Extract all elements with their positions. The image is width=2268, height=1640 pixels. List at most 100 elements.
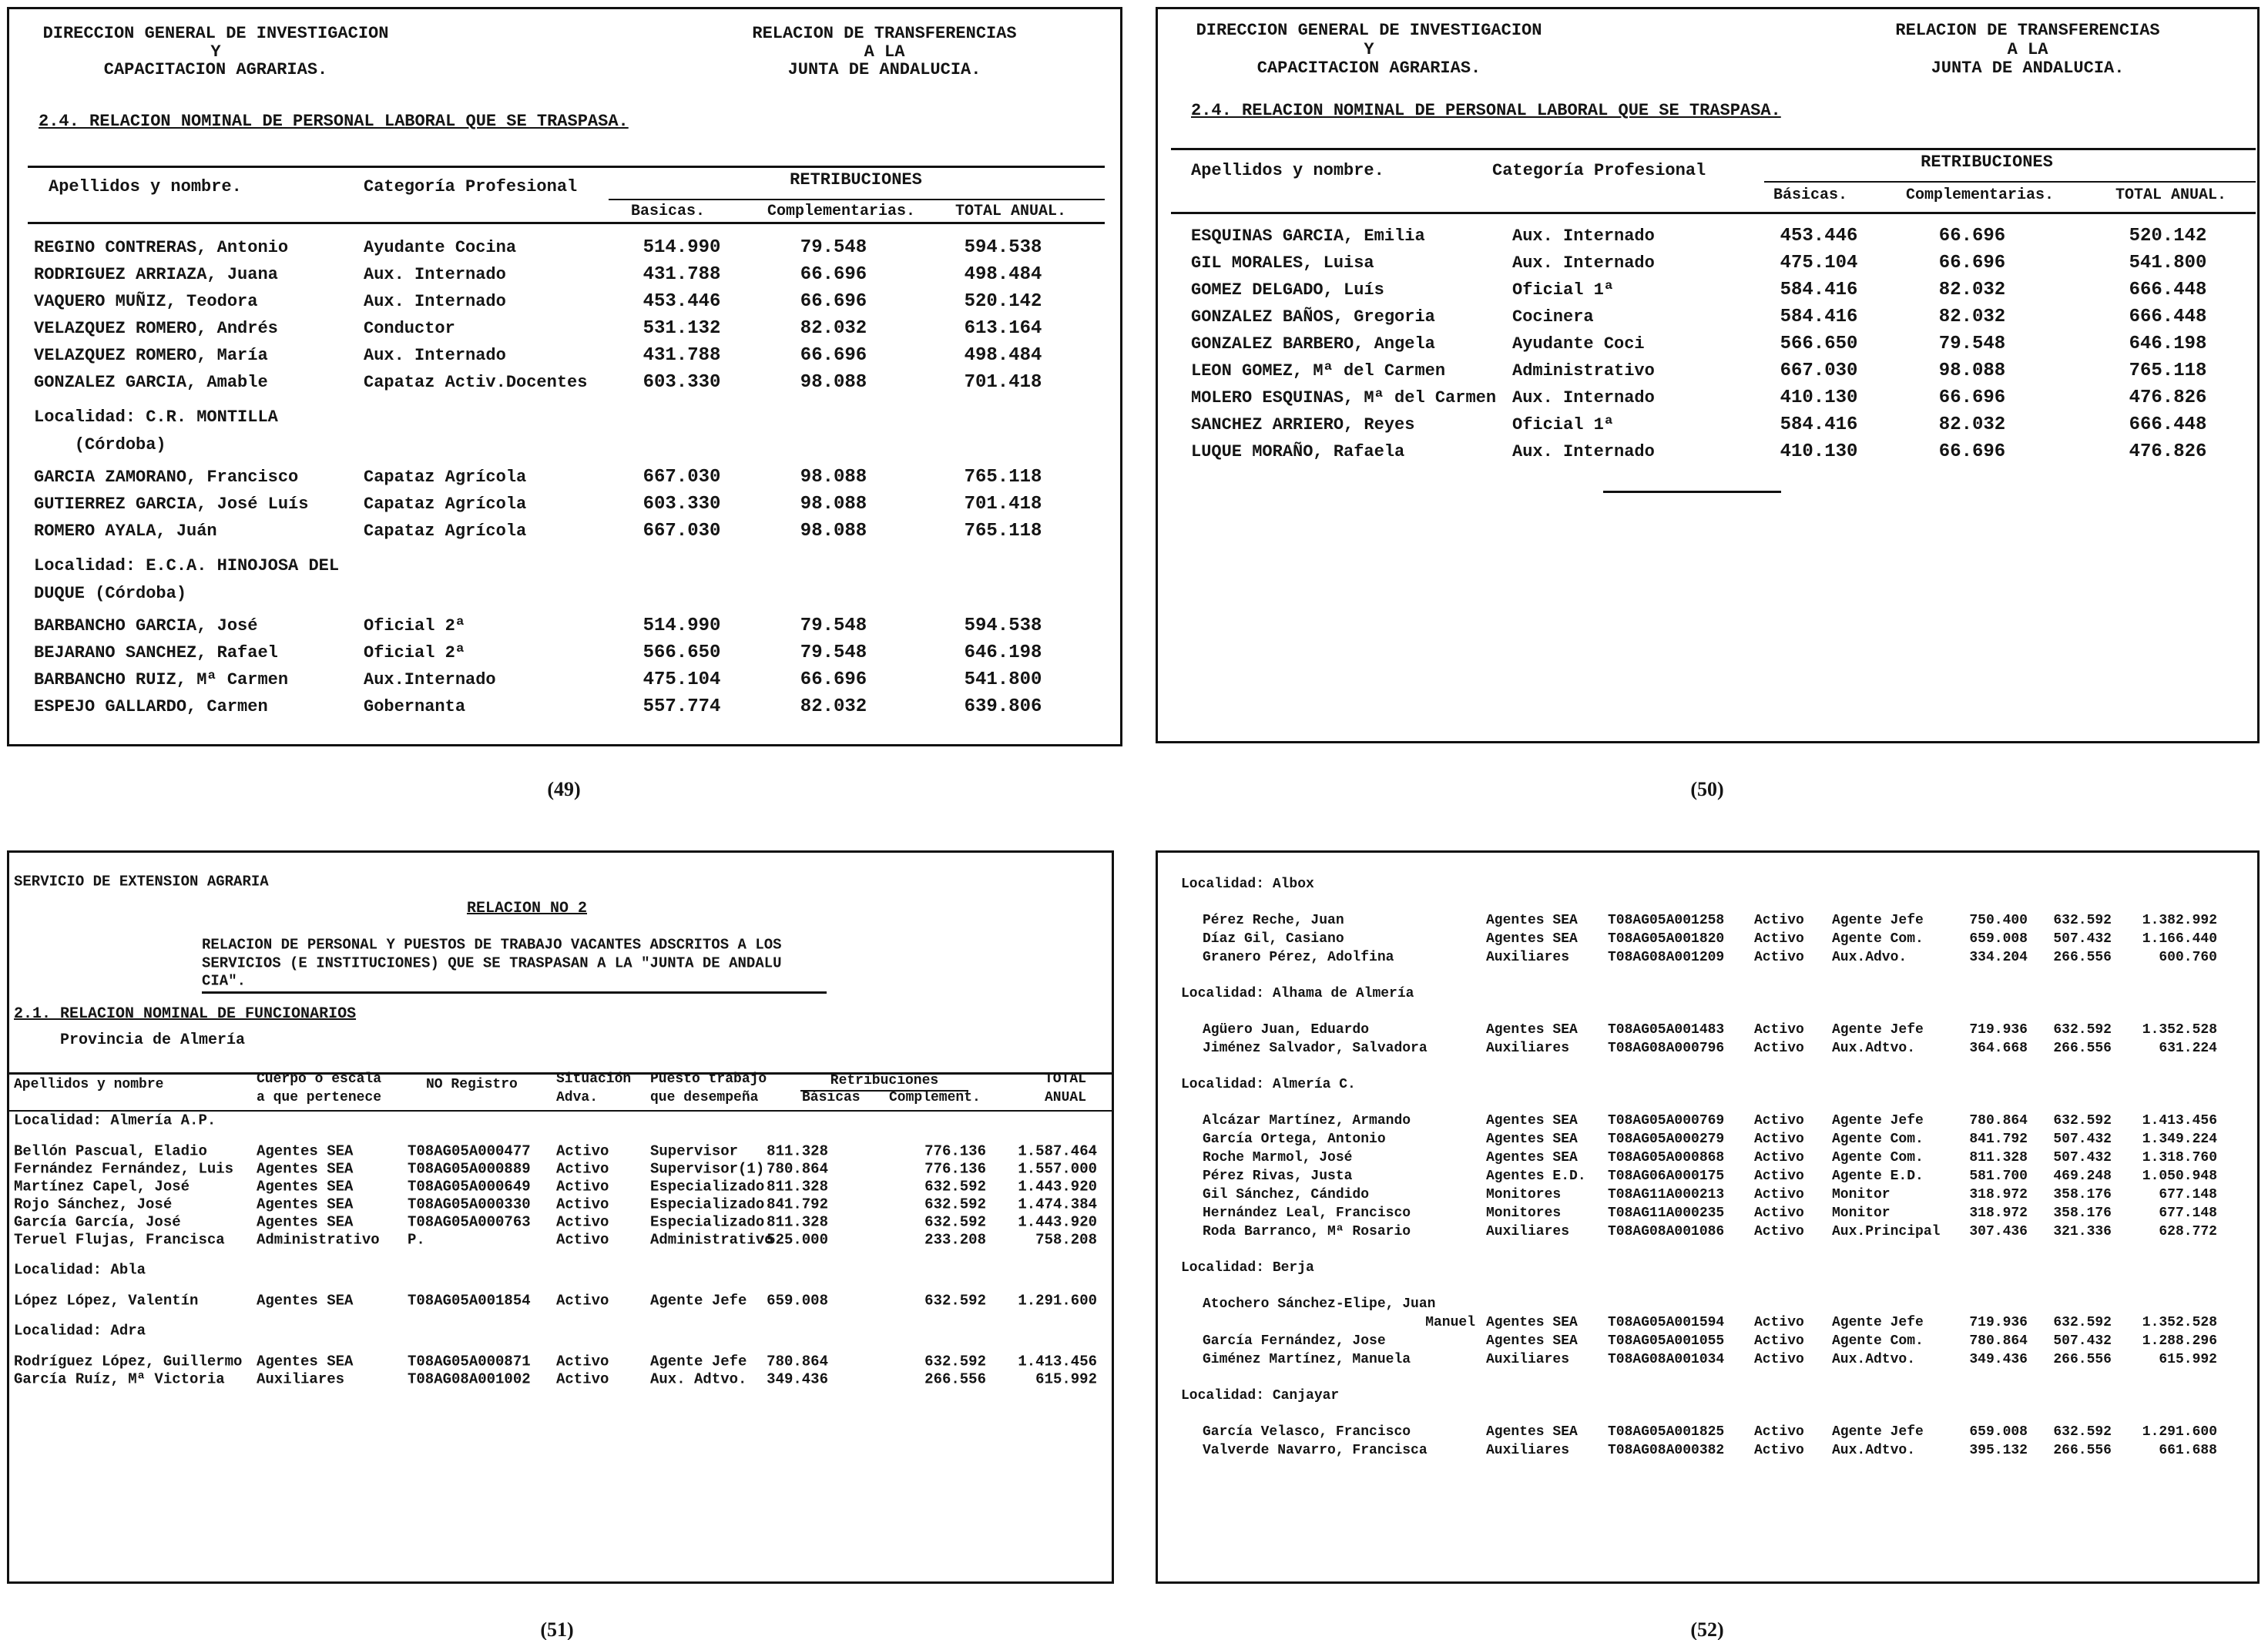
table-cell: Especializado (650, 1196, 765, 1213)
salary-value: 364.668 (1969, 1041, 2028, 1056)
salary-value: 66.696 (1938, 387, 2006, 408)
salary-value: 584.416 (1780, 280, 1858, 300)
table-cell: Activo (1754, 1206, 1804, 1221)
header-right: JUNTA DE ANDALUCIA. (787, 60, 981, 79)
salary-value: 349.436 (1969, 1352, 2028, 1367)
table-cell: Aux. Adtvo. (650, 1370, 747, 1388)
salary-value: 632.592 (924, 1196, 986, 1213)
salary-value: 266.556 (2053, 950, 2112, 965)
salary-value: 603.330 (642, 494, 721, 515)
salary-value: 307.436 (1969, 1224, 2028, 1239)
salary-value: 82.032 (1938, 280, 2006, 300)
salary-value: 498.484 (964, 264, 1042, 285)
header-right: RELACION DE TRANSFERENCIAS (752, 24, 1017, 43)
table-cell: Agente Jefe (650, 1353, 747, 1370)
salary-value: 476.826 (2129, 387, 2207, 408)
table-cell: Activo (1754, 1041, 1804, 1056)
table-cell: Activo (1754, 913, 1804, 928)
salary-value: 667.030 (1780, 361, 1858, 381)
employee-name: Granero Pérez, Adolfina (1203, 950, 1394, 965)
description-line: CIA". (202, 972, 247, 990)
header-left: Y (1364, 40, 1374, 59)
salary-value: 1.382.992 (2142, 913, 2217, 928)
salary-value: 507.432 (2053, 931, 2112, 947)
column-header: TOTAL ANUAL. (955, 203, 1067, 220)
table-cell: Aux.Principal (1832, 1224, 1941, 1239)
table-cell: Auxiliares (1486, 1224, 1570, 1239)
salary-value: 1.413.456 (2142, 1113, 2217, 1129)
employee-name: VELAZQUEZ ROMERO, Andrés (34, 319, 278, 338)
locality-label: (Córdoba) (34, 435, 166, 454)
table-cell: Aux. Internado (364, 292, 506, 311)
rule-line (800, 1090, 968, 1092)
salary-value: 431.788 (642, 345, 721, 366)
salary-value: 600.760 (2159, 950, 2217, 965)
table-cell: T08AG05A001055 (1608, 1333, 1725, 1349)
table-cell: Oficial 1ª (1512, 280, 1615, 300)
locality-label: Localidad: C.R. MONTILLA (34, 407, 278, 427)
employee-name: ROMERO AYALA, Juán (34, 522, 217, 541)
salary-value: 667.030 (642, 521, 721, 542)
salary-value: 334.204 (1969, 950, 2028, 965)
salary-value: 632.592 (2053, 1113, 2112, 1129)
salary-value: 1.474.384 (1018, 1196, 1097, 1213)
salary-value: 266.556 (924, 1370, 986, 1388)
employee-name: Pérez Reche, Juan (1203, 913, 1344, 928)
salary-value: 603.330 (642, 372, 721, 393)
page-number: (51) (540, 1618, 574, 1640)
employee-name: Rodríguez López, Guillermo (14, 1353, 243, 1370)
header-right: JUNTA DE ANDALUCIA. (1931, 59, 2125, 78)
salary-value: 666.448 (2129, 280, 2207, 300)
employee-name: RODRIGUEZ ARRIAZA, Juana (34, 265, 278, 284)
table-cell: T08AG05A000279 (1608, 1132, 1725, 1147)
table-cell: Activo (1754, 1150, 1804, 1165)
salary-value: 841.792 (1969, 1132, 2028, 1147)
header-left: DIRECCION GENERAL DE INVESTIGACION (42, 24, 389, 43)
table-cell: Capataz Agrícola (364, 495, 527, 514)
table-cell: Oficial 1ª (1512, 415, 1615, 434)
table-cell: P. (408, 1231, 425, 1249)
header-right: RELACION DE TRANSFERENCIAS (1895, 21, 2160, 40)
salary-value: 410.130 (1780, 441, 1858, 462)
salary-value: 514.990 (642, 237, 721, 258)
salary-value: 82.032 (800, 696, 867, 717)
salary-value: 476.826 (2129, 441, 2207, 462)
salary-value: 1.291.600 (2142, 1424, 2217, 1440)
employee-name: GONZALEZ BAÑOS, Gregoria (1191, 307, 1435, 327)
salary-value: 475.104 (1780, 253, 1858, 273)
salary-value: 1.288.296 (2142, 1333, 2217, 1349)
salary-value: 841.792 (767, 1196, 828, 1213)
column-header: Apellidos y nombre. (49, 177, 242, 196)
table-cell: Agentes SEA (257, 1292, 354, 1310)
rule-line (1171, 148, 2256, 150)
rule-line (9, 1072, 1112, 1075)
column-header: Basicas. (630, 203, 706, 220)
employee-name: Alcázar Martínez, Armando (1203, 1113, 1411, 1129)
employee-name: REGINO CONTRERAS, Antonio (34, 238, 289, 257)
page-panel: SERVICIO DE EXTENSION AGRARIA RELACION NO… (7, 850, 1114, 1584)
table-cell: Oficial 2ª (364, 616, 466, 636)
employee-name: Jiménez Salvador, Salvadora (1203, 1041, 1428, 1056)
salary-value: 1.587.464 (1018, 1142, 1097, 1160)
page-panel: DIRECCION GENERAL DE INVESTIGACION Y CAPAC… (7, 7, 1122, 746)
rule-line (202, 991, 827, 994)
locality-label: Localidad: Albox (1181, 877, 1314, 892)
column-header: TOTAL (1044, 1072, 1087, 1087)
salary-value: 66.696 (800, 669, 867, 690)
salary-value: 632.592 (2053, 1022, 2112, 1038)
salary-value: 82.032 (1938, 307, 2006, 327)
employee-name: BARBANCHO GARCIA, José (34, 616, 258, 636)
salary-value: 1.352.528 (2142, 1022, 2217, 1038)
table-cell: Agentes SEA (257, 1213, 354, 1231)
column-header: Cuerpo o escala (257, 1072, 382, 1087)
column-header: Apellidos y nombre. (1191, 161, 1384, 180)
description-line: RELACION DE PERSONAL Y PUESTOS DE TRABAJ… (202, 936, 782, 954)
salary-value: 780.864 (1969, 1113, 2028, 1129)
salary-value: 646.198 (2129, 334, 2207, 354)
salary-value: 531.132 (642, 318, 721, 339)
table-cell: Monitores (1486, 1206, 1562, 1221)
employee-name: García García, José (14, 1213, 181, 1231)
salary-value: 811.328 (767, 1142, 828, 1160)
salary-value: 581.700 (1969, 1169, 2028, 1184)
salary-value: 646.198 (964, 642, 1042, 663)
